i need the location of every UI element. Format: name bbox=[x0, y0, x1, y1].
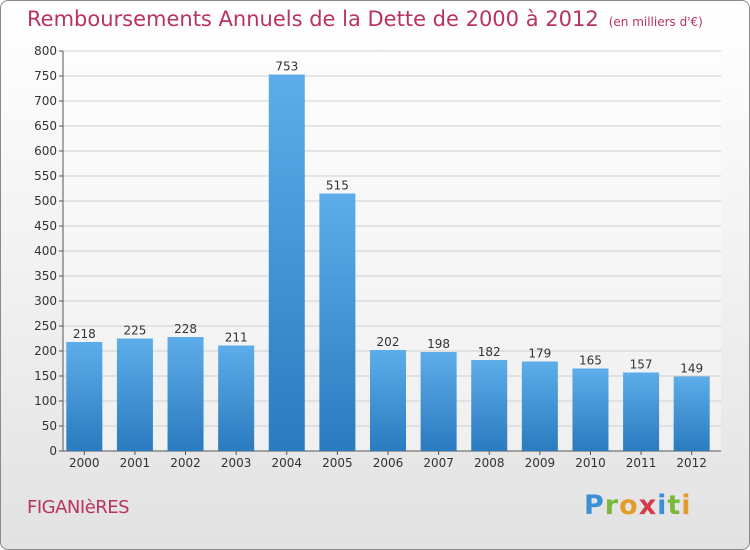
chart-subtitle: (en milliers d'€) bbox=[608, 15, 703, 29]
bar bbox=[420, 352, 457, 451]
x-tick-label: 2005 bbox=[322, 456, 353, 470]
logo-letter: i bbox=[681, 490, 692, 521]
bar bbox=[268, 74, 305, 451]
x-tick-label: 2007 bbox=[423, 456, 454, 470]
y-tick-label: 800 bbox=[34, 44, 57, 58]
y-tick-label: 400 bbox=[34, 244, 57, 258]
x-tick-label: 2004 bbox=[271, 456, 302, 470]
chart-title-text: Remboursements Annuels de la Dette de 20… bbox=[27, 7, 599, 31]
bar bbox=[167, 337, 204, 451]
bar bbox=[471, 360, 508, 451]
logo-letter: o bbox=[619, 490, 639, 521]
y-tick-label: 250 bbox=[34, 319, 57, 333]
y-tick-label: 200 bbox=[34, 344, 57, 358]
data-label: 753 bbox=[275, 60, 298, 74]
data-label: 211 bbox=[225, 331, 248, 345]
data-label: 149 bbox=[680, 362, 703, 376]
logo-letter: r bbox=[604, 490, 620, 521]
x-tick-label: 2012 bbox=[676, 456, 707, 470]
data-label: 157 bbox=[630, 358, 653, 372]
bar bbox=[572, 368, 609, 451]
data-label: 202 bbox=[377, 335, 400, 349]
bar bbox=[319, 193, 356, 451]
y-tick-label: 700 bbox=[34, 94, 57, 108]
y-tick-label: 150 bbox=[34, 369, 57, 383]
data-label: 179 bbox=[528, 347, 551, 361]
y-tick-label: 500 bbox=[34, 194, 57, 208]
data-label: 228 bbox=[174, 322, 197, 336]
y-tick-label: 350 bbox=[34, 269, 57, 283]
x-tick-label: 2002 bbox=[170, 456, 201, 470]
y-tick-label: 550 bbox=[34, 169, 57, 183]
y-tick-label: 50 bbox=[42, 419, 57, 433]
proxiti-logo: Proxiti bbox=[584, 490, 692, 521]
chart-title: Remboursements Annuels de la Dette de 20… bbox=[27, 7, 703, 31]
bar bbox=[218, 345, 255, 451]
commune-name: FIGANIèRES bbox=[27, 497, 130, 518]
x-tick-label: 2009 bbox=[525, 456, 556, 470]
logo-letter: P bbox=[584, 490, 605, 521]
bar bbox=[521, 361, 558, 451]
y-tick-label: 450 bbox=[34, 219, 57, 233]
bar bbox=[116, 338, 153, 451]
y-tick-label: 600 bbox=[34, 144, 57, 158]
data-label: 225 bbox=[123, 324, 146, 338]
x-tick-label: 2001 bbox=[120, 456, 151, 470]
y-tick-label: 650 bbox=[34, 119, 57, 133]
bar bbox=[673, 376, 710, 451]
logo-letter: x bbox=[638, 490, 658, 521]
y-tick-label: 300 bbox=[34, 294, 57, 308]
y-tick-label: 100 bbox=[34, 394, 57, 408]
x-tick-label: 2010 bbox=[575, 456, 606, 470]
y-tick-label: 750 bbox=[34, 69, 57, 83]
x-tick-label: 2003 bbox=[221, 456, 252, 470]
logo-letter: i bbox=[657, 490, 668, 521]
bar bbox=[623, 372, 660, 451]
y-tick-label: 0 bbox=[49, 444, 57, 458]
x-tick-label: 2006 bbox=[373, 456, 404, 470]
data-label: 218 bbox=[73, 327, 96, 341]
data-label: 182 bbox=[478, 345, 501, 359]
data-label: 515 bbox=[326, 179, 349, 193]
x-tick-label: 2000 bbox=[69, 456, 100, 470]
data-label: 198 bbox=[427, 337, 450, 351]
logo-letter: t bbox=[667, 490, 682, 521]
x-tick-label: 2011 bbox=[626, 456, 657, 470]
bar bbox=[66, 342, 103, 451]
x-tick-label: 2008 bbox=[474, 456, 505, 470]
bar bbox=[370, 350, 406, 451]
data-label: 165 bbox=[579, 354, 602, 368]
